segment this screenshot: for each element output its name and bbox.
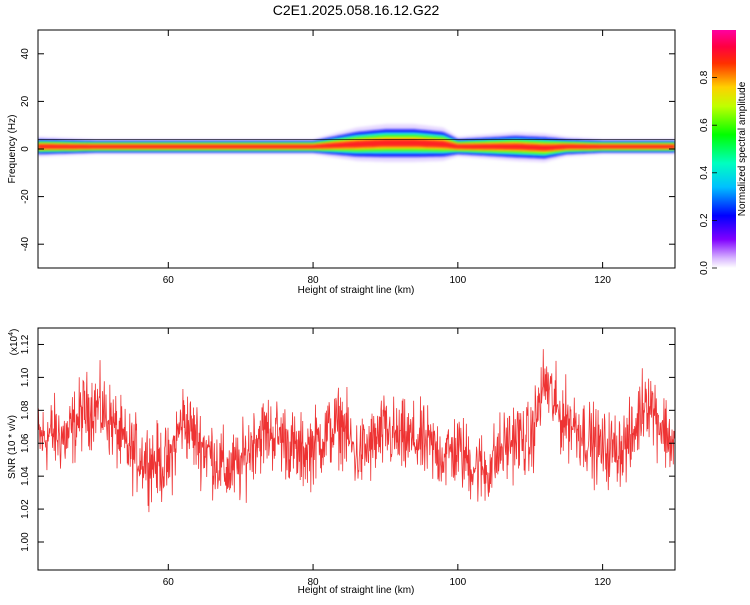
spectrogram-x-ticks: 60 80 100 120	[163, 30, 611, 286]
colorbar: 0.0 0.2 0.4 0.6 0.8 Normalized spectral ampl…	[699, 30, 748, 275]
snr-x-label: Height of straight line (km)	[298, 585, 415, 596]
snr-x-ticks: 60 80 100 120	[163, 328, 611, 588]
y-tick-label: 1.08	[20, 400, 31, 420]
snr-panel: 60 80 100 120 1.001.021.041.061.081.101.12 …	[7, 327, 676, 596]
snr-frame	[37, 327, 676, 571]
y-tick-label: 1.02	[20, 499, 31, 519]
x-tick-label: 60	[163, 577, 175, 588]
colorbar-gradient	[712, 30, 736, 268]
figure-title: C2E1.2025.058.16.12.G22	[273, 2, 440, 18]
colorbar-tick-label: 0.4	[699, 165, 710, 179]
snr-y-multiplier-base: (x10	[9, 335, 20, 355]
x-tick-label: 100	[449, 577, 466, 588]
colorbar-tick-label: 0.8	[699, 70, 710, 84]
y-tick-label: 1.06	[20, 433, 31, 453]
spectrogram-x-label: Height of straight line (km)	[298, 285, 415, 296]
colorbar-label: Normalized spectral amplitude	[737, 81, 748, 216]
colorbar-tick-label: 0.6	[699, 118, 710, 132]
y-tick-label: 1.10	[20, 367, 31, 387]
spectrogram-y-ticks: -40 -20 0 20 40	[20, 48, 675, 252]
colorbar-tick-label: 0.0	[699, 261, 710, 275]
x-tick-label: 80	[308, 577, 320, 588]
x-tick-label: 120	[594, 275, 611, 286]
spectral-band	[38, 124, 675, 163]
y-tick-label: 1.04	[20, 466, 31, 486]
spectrogram-panel: 60 80 100 120 -40 -20 0 20 40 Height of straigh…	[7, 29, 676, 296]
x-tick-label: 60	[163, 275, 175, 286]
colorbar-ticks: 0.0 0.2 0.4 0.6 0.8	[699, 70, 717, 275]
x-tick-label: 120	[594, 577, 611, 588]
snr-y-multiplier: (x104)	[8, 329, 20, 356]
x-tick-label: 100	[449, 275, 466, 286]
y-tick-label: 40	[20, 48, 31, 60]
y-tick-label: 0	[20, 146, 31, 152]
x-tick-label: 80	[308, 275, 320, 286]
y-tick-label: 1.12	[20, 334, 31, 354]
y-tick-label: -40	[20, 237, 31, 252]
spectrogram-y-label: Frequency (Hz)	[7, 115, 18, 184]
snr-y-multiplier-close: )	[9, 329, 20, 332]
band-layer	[38, 139, 675, 151]
colorbar-tick-label: 0.2	[699, 213, 710, 227]
y-tick-label: 20	[20, 95, 31, 107]
snr-series-line	[38, 349, 675, 513]
snr-y-label: SNR (10 * v/v)	[7, 415, 18, 479]
y-tick-label: 1.00	[20, 532, 31, 552]
y-tick-label: -20	[20, 189, 31, 204]
snr-y-ticks: 1.00 1.02 1.04 1.06 1.08 1.10 1.12	[20, 334, 675, 552]
snr-y-multiplier-exp: 4	[8, 332, 15, 336]
